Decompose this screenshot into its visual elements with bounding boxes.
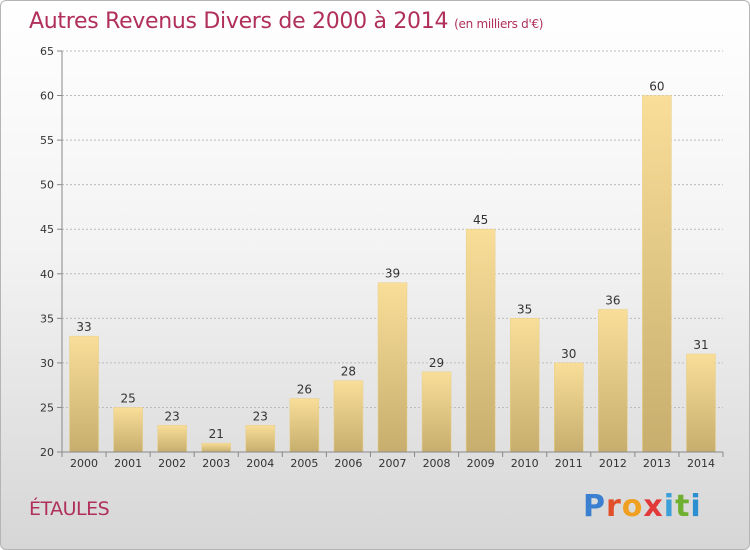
bar — [598, 309, 628, 453]
town-name: ÉTAULES — [29, 498, 110, 520]
chart-title-text: Autres Revenus Divers de 2000 à 2014 — [29, 9, 449, 34]
chart-unit: (en milliers d'€) — [454, 17, 544, 31]
x-tick-label: 2001 — [114, 457, 142, 470]
bar — [333, 380, 364, 453]
y-tick-label: 65 — [40, 45, 54, 58]
logo-letter: o — [621, 489, 644, 524]
bar — [554, 362, 584, 453]
logo-letter: t — [675, 489, 691, 524]
bar — [421, 371, 452, 453]
bar — [686, 353, 716, 453]
logo-letter: r — [606, 489, 622, 524]
data-label: 45 — [473, 213, 488, 227]
data-label: 26 — [297, 383, 312, 397]
x-tick-label: 2007 — [379, 457, 407, 470]
y-tick-label: 25 — [40, 401, 54, 414]
y-tick-label: 40 — [40, 268, 54, 281]
x-tick-label: 2010 — [511, 457, 539, 470]
proxiti-logo: Proxiti — [583, 489, 702, 524]
bar — [289, 398, 320, 453]
y-tick-label: 60 — [40, 90, 54, 103]
logo-letter: P — [583, 489, 606, 524]
bar — [642, 95, 672, 453]
data-label: 25 — [120, 391, 135, 405]
bar — [113, 407, 143, 453]
y-tick-label: 20 — [40, 446, 54, 459]
axes: 20 25 30 35 40 45 50 55 60 65 2000 2001 2002 2003 2004… — [40, 45, 724, 470]
y-tick-label: 30 — [40, 357, 54, 370]
bars: 33 25 23 21 23 26 28 39 29 45 35 30 36 60 31 — [69, 80, 716, 453]
x-tick-label: 2002 — [158, 457, 186, 470]
data-label: 23 — [165, 409, 180, 423]
bar — [157, 425, 187, 453]
data-label: 36 — [605, 293, 620, 307]
data-label: 30 — [561, 347, 576, 361]
x-tick-label: 2009 — [467, 457, 495, 470]
data-label: 35 — [517, 302, 532, 316]
bar — [69, 335, 99, 453]
x-tick-label: 2013 — [643, 457, 671, 470]
x-tick-label: 2000 — [70, 457, 98, 470]
bar — [509, 318, 540, 453]
bar — [201, 442, 231, 453]
data-label: 21 — [209, 427, 224, 441]
bar — [245, 425, 276, 453]
data-label: 60 — [649, 80, 664, 94]
y-tick-label: 55 — [40, 134, 54, 147]
logo-letter: x — [643, 489, 664, 524]
y-tick-label: 45 — [40, 223, 54, 236]
chart-title: Autres Revenus Divers de 2000 à 2014 (en … — [29, 9, 543, 34]
data-label: 29 — [429, 356, 444, 370]
x-tick-label: 2006 — [334, 457, 362, 470]
x-tick-label: 2011 — [555, 457, 583, 470]
x-tick-label: 2008 — [423, 457, 451, 470]
x-tick-label: 2012 — [599, 457, 627, 470]
y-tick-label: 50 — [40, 179, 54, 192]
data-label: 39 — [385, 267, 400, 281]
data-label: 28 — [341, 365, 356, 379]
x-tick-label: 2014 — [687, 457, 715, 470]
x-tick-label: 2005 — [290, 457, 318, 470]
data-label: 33 — [76, 320, 91, 334]
y-tick-label: 35 — [40, 312, 54, 325]
bar — [377, 282, 408, 453]
data-label: 31 — [693, 338, 708, 352]
logo-letter: i — [690, 489, 702, 524]
logo-letter: i — [663, 489, 676, 524]
bar — [465, 228, 496, 453]
x-tick-label: 2004 — [246, 457, 274, 470]
data-label: 23 — [253, 409, 268, 423]
x-tick-label: 2003 — [202, 457, 230, 470]
